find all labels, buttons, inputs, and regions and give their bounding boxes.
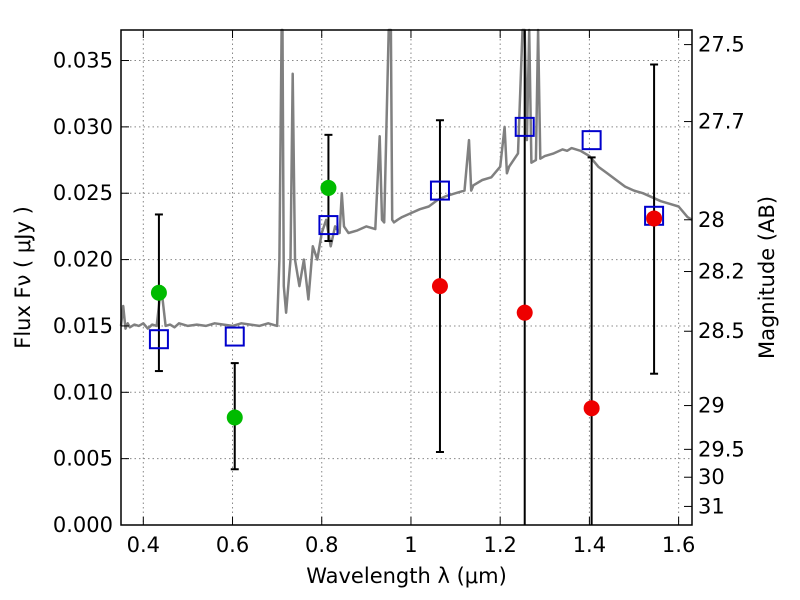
y-tick-label: 0.005 (53, 447, 113, 471)
upper-limit-point (583, 400, 600, 417)
plot-frame (120, 29, 693, 526)
right-tick-label: 27.5 (698, 33, 745, 57)
y-tick-label: 0.020 (53, 248, 113, 272)
x-tick-label: 1.4 (573, 533, 606, 557)
y-axis-right-label: Magnitude (AB) (755, 196, 779, 359)
y-tick-label: 0.035 (53, 49, 113, 73)
detection-point (150, 284, 167, 301)
x-tick-label: 0.6 (216, 533, 249, 557)
y-tick-label: 0.025 (53, 181, 113, 205)
x-axis-label: Wavelength λ (μm) (306, 564, 507, 588)
right-tick-label: 29 (698, 394, 725, 418)
y-tick-label: 0.015 (53, 314, 113, 338)
detection-point (320, 179, 337, 196)
x-tick-label: 1 (404, 533, 417, 557)
data-series (119, 28, 693, 525)
x-tick-label: 1.2 (483, 533, 516, 557)
model-band-square (224, 326, 245, 347)
y-tick-label: 0.010 (53, 380, 113, 404)
right-tick-label: 28.5 (698, 319, 745, 343)
detection-point (226, 409, 243, 426)
x-tick-label: 0.4 (127, 533, 160, 557)
upper-limit-point (646, 210, 663, 227)
right-tick-label: 27.7 (698, 110, 745, 134)
upper-limit-point (431, 278, 448, 295)
x-tick-label: 1.6 (662, 533, 695, 557)
model-band-square (581, 130, 602, 151)
right-tick-label: 31 (698, 494, 725, 518)
right-tick-label: 28.2 (698, 260, 745, 284)
y-tick-label: 0.000 (53, 513, 113, 537)
x-tick-label: 0.8 (305, 533, 338, 557)
right-tick-label: 29.5 (698, 437, 745, 461)
y-tick-label: 0.030 (53, 115, 113, 139)
model-band-square (318, 215, 339, 236)
model-spectrum-line (119, 28, 693, 330)
model-band-square (148, 329, 169, 350)
y-axis-label: Flux Fν ( μJy ) (11, 206, 35, 349)
right-tick-label: 30 (698, 465, 725, 489)
upper-limit-point (516, 304, 533, 321)
axis-ticks: 0.4 0.6 0.8 1 1.2 1.4 1.6 0.000 0.005 0.010 0.015 0… (53, 30, 745, 557)
model-band-square (429, 180, 450, 201)
model-band-square (514, 116, 535, 137)
grid-lines (121, 30, 692, 526)
right-tick-label: 28 (698, 208, 725, 232)
